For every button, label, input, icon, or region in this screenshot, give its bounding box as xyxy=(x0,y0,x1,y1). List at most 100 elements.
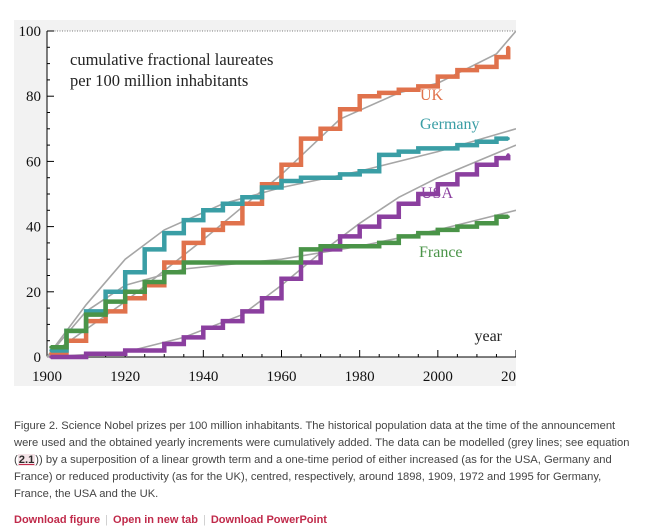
data-point-germany xyxy=(338,172,342,177)
x-tick-label: 2020 xyxy=(501,369,516,385)
data-point-france xyxy=(201,260,205,265)
data-point-usa xyxy=(436,182,440,186)
figure-panel: 1900 1920 1940 1960 1980 2000 2020 0 20 40 60 80 100… xyxy=(14,20,516,386)
x-tick-label: 1980 xyxy=(345,369,375,385)
equation-link[interactable]: 2.1 xyxy=(17,453,36,466)
data-point-france xyxy=(260,260,264,265)
data-point-usa xyxy=(358,225,362,229)
data-point-france xyxy=(299,247,303,252)
data-point-france xyxy=(338,244,342,248)
data-point-germany xyxy=(162,231,166,235)
chart-title-line: per 100 million inhabitants xyxy=(70,71,248,90)
data-point-france xyxy=(64,329,69,333)
data-point-germany xyxy=(475,140,479,144)
data-point-usa xyxy=(494,156,499,160)
data-point-france xyxy=(49,345,53,349)
download-powerpoint-link[interactable]: Download PowerPoint xyxy=(210,514,327,526)
link-separator: | xyxy=(202,514,206,526)
data-point-germany xyxy=(104,290,108,294)
data-line-france xyxy=(50,214,509,350)
data-point-france xyxy=(279,260,284,265)
series-label-uk: UK xyxy=(420,87,444,104)
data-point-uk xyxy=(338,107,342,111)
y-tick-label: 80 xyxy=(26,89,41,105)
download-figure-link[interactable]: Download figure xyxy=(14,514,101,526)
data-point-uk xyxy=(299,136,303,141)
data-point-usa xyxy=(162,342,166,346)
caption-text-start: Figure 2. Science Nobel prizes per 100 m… xyxy=(14,420,630,466)
data-point-usa xyxy=(201,326,205,330)
chart-title-line: cumulative fractional laureates xyxy=(70,50,273,69)
data-point-germany xyxy=(358,169,362,173)
data-point-uk xyxy=(182,241,186,245)
data-point-germany xyxy=(318,176,323,180)
data-point-uk xyxy=(455,68,459,72)
data-point-uk xyxy=(162,260,166,265)
figure-links: Download figure | Open in new tab | Download… xyxy=(14,514,327,526)
series-label-france: France xyxy=(419,244,463,261)
data-point-germany xyxy=(377,153,381,157)
data-point-uk xyxy=(506,45,510,49)
data-point-germany xyxy=(436,146,440,150)
y-tick-label: 100 xyxy=(19,24,42,40)
data-point-france xyxy=(162,270,166,274)
y-tick-label: 20 xyxy=(26,285,41,301)
y-tick-label: 60 xyxy=(26,154,41,170)
data-point-germany xyxy=(506,136,510,141)
data-point-france xyxy=(104,299,108,304)
data-point-france xyxy=(143,280,147,284)
data-point-usa xyxy=(279,277,284,281)
data-point-usa xyxy=(240,309,245,313)
data-point-germany xyxy=(260,185,264,190)
data-point-uk xyxy=(358,94,362,98)
x-axis-label: year xyxy=(474,328,502,345)
data-point-uk xyxy=(260,182,264,186)
data-point-uk xyxy=(416,84,420,89)
data-line-germany xyxy=(50,136,509,353)
x-tick-label: 1940 xyxy=(188,369,218,385)
open-in-new-tab-link[interactable]: Open in new tab xyxy=(113,514,198,526)
data-point-france xyxy=(240,260,245,265)
data-point-usa xyxy=(338,234,342,238)
y-tick-label: 40 xyxy=(26,220,41,236)
data-point-usa xyxy=(455,172,459,177)
data-point-usa xyxy=(84,352,88,356)
x-tick-label: 1960 xyxy=(267,369,297,385)
data-point-uk xyxy=(49,352,53,356)
data-point-uk xyxy=(494,55,499,59)
data-point-germany xyxy=(221,202,225,206)
data-point-germany xyxy=(416,146,420,150)
data-point-germany xyxy=(123,270,127,274)
link-separator: | xyxy=(105,514,109,526)
data-point-germany xyxy=(240,195,245,199)
data-line-usa xyxy=(50,154,511,360)
data-point-uk xyxy=(397,88,401,92)
data-point-france xyxy=(397,234,401,238)
data-point-germany xyxy=(279,179,284,183)
x-tick-label: 1900 xyxy=(32,369,62,385)
data-point-france xyxy=(358,244,362,248)
data-point-france xyxy=(436,228,440,232)
data-point-usa xyxy=(49,355,53,359)
data-point-uk xyxy=(318,127,323,131)
data-point-uk xyxy=(221,221,225,225)
data-point-germany xyxy=(182,218,186,222)
data-point-france xyxy=(318,244,323,248)
data-point-usa xyxy=(260,296,264,300)
data-point-uk xyxy=(475,65,479,69)
data-point-uk xyxy=(377,91,381,95)
caption-text-end: )) by a superposition of a linear growth… xyxy=(14,453,612,500)
data-point-usa xyxy=(377,215,381,219)
data-point-uk xyxy=(279,163,284,167)
chart: 1900 1920 1940 1960 1980 2000 2020 0 20 40 60 80 100… xyxy=(19,24,516,385)
data-point-germany xyxy=(455,143,459,147)
data-point-france xyxy=(182,260,186,265)
data-point-uk xyxy=(436,75,440,79)
x-tick-label: 2000 xyxy=(423,369,453,385)
data-point-usa xyxy=(475,163,479,167)
x-tick-label: 1920 xyxy=(110,369,140,385)
data-point-france xyxy=(475,221,479,225)
data-point-germany xyxy=(397,150,401,154)
data-point-germany xyxy=(49,348,53,353)
data-point-france xyxy=(377,241,381,245)
